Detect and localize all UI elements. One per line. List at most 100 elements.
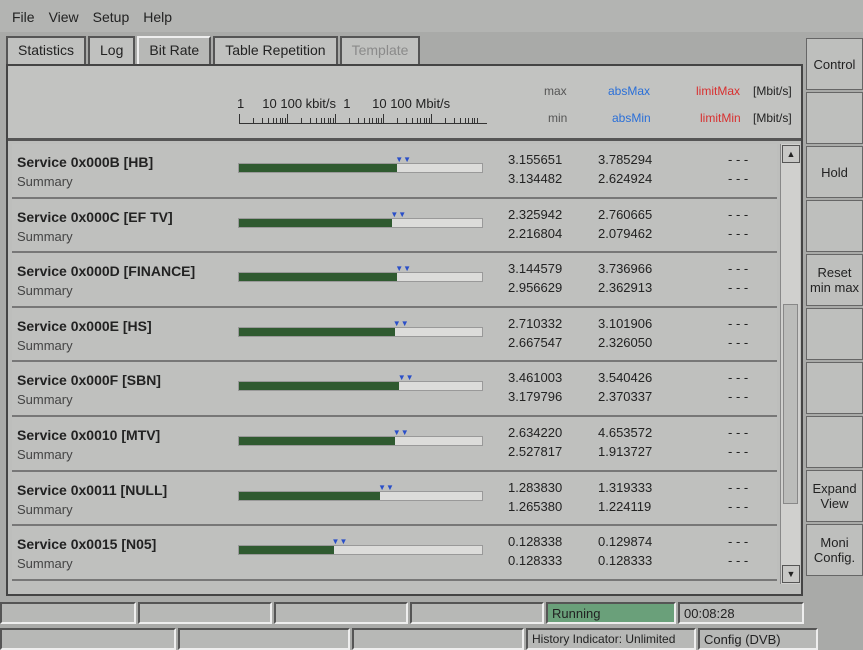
limitmin-value: - - - [728,389,749,405]
ruler-tick [363,118,365,123]
bitrate-bar: ▼▼ [238,319,483,337]
service-row[interactable]: Service 0x0011 [NULL] Summary ▼▼ 1.283830 1.… [12,471,777,527]
ruler-tick [267,118,269,123]
service-name: Service 0x000C [EF TV] [17,208,173,225]
peak-marker-icon: ▼▼ [395,155,412,164]
service-summary: Summary [17,174,73,189]
service-row[interactable]: Service 0x000D [FINANCE] Summary ▼▼ 3.14457… [12,253,777,308]
max-header: max [544,84,567,98]
ruler-tick [426,118,428,123]
bitrate-fill [239,218,393,227]
ruler-tick [397,118,399,123]
ruler-tick [411,118,413,123]
bitrate-fill [239,164,397,172]
service-name: Service 0x000F [SBN] [17,372,161,389]
max-value: 2.634220 [508,424,563,440]
limitmax-value: - - - [728,370,749,386]
min-value: 3.134482 [508,171,563,186]
limitmin-value: - - - [728,280,749,296]
min-value: 3.179796 [508,389,563,405]
ruler-tick [239,114,240,123]
history-indicator: History Indicator: Unlimited [526,628,696,650]
log-scale-ruler [239,114,487,124]
max-value: 0.128338 [508,534,563,550]
ruler-tick [375,118,377,123]
tab-statistics[interactable]: Statistics [6,36,87,64]
tab-log[interactable]: Log [88,36,136,64]
side-button-empty[interactable] [806,362,863,414]
expand-view-button[interactable]: Expand View [806,470,863,522]
elapsed-time: 00:08:28 [678,602,804,624]
ruler-tick [459,118,461,123]
status-cell [410,602,544,624]
peak-marker-icon: ▼▼ [390,209,407,219]
limitmax-header: limitMax [696,84,740,98]
ruler-tick [445,118,447,123]
ruler-tick [372,118,374,123]
side-button-empty[interactable] [806,416,863,468]
absmin-value: 2.326050 [598,334,653,350]
unit-header-min: [Mbit/s] [753,111,792,125]
min-value: 0.128333 [508,553,563,569]
moni-config-button[interactable]: Moni Config. [806,524,863,576]
bitrate-fill [239,436,395,445]
side-button-empty[interactable] [806,308,863,360]
peak-marker-icon: ▼▼ [397,373,414,383]
scroll-thumb[interactable] [783,304,798,504]
ruler-tick [471,118,473,123]
status-cell [0,602,136,624]
peak-marker-icon: ▼▼ [395,264,412,274]
scale-label: 1 10 100 kbit/s 1 10 100 Mbit/s [237,96,451,111]
menu-setup[interactable]: Setup [92,9,130,25]
max-value: 3.155651 [508,152,563,167]
menu-file[interactable]: File [12,9,35,25]
scroll-up-icon[interactable]: ▲ [782,145,800,163]
control-button[interactable]: Control [806,38,863,90]
tab-template[interactable]: Template [339,36,421,64]
service-row[interactable]: Service 0x0015 [N05] Summary ▼▼ 0.128338 0.1… [12,526,777,581]
ruler-tick [284,118,286,123]
ruler-tick [368,118,370,123]
side-button-empty[interactable] [806,200,863,252]
ruler-tick [327,118,329,123]
service-name: Service 0x000E [HS] [17,317,152,334]
ruler-tick [276,118,278,123]
ruler-tick [420,118,422,123]
status-cell [138,602,272,624]
min-value: 2.956629 [508,280,563,296]
service-summary: Summary [17,446,73,462]
side-button-empty[interactable] [806,92,863,144]
limitmax-value: - - - [728,261,749,277]
reset-min-max-button[interactable]: Reset min max [806,254,863,306]
service-summary: Summary [17,283,73,299]
service-row[interactable]: Service 0x000B [HB] Summary ▼▼ 3.155651 3.13… [12,144,777,199]
ruler-tick [380,118,382,123]
bitrate-fill [239,382,400,391]
absmin-value: 2.079462 [598,225,653,241]
vertical-scrollbar[interactable]: ▲ ▼ [780,144,800,584]
scroll-down-icon[interactable]: ▼ [782,565,800,583]
bitrate-bar: ▼▼ [238,428,483,446]
absmin-value: 2.370337 [598,389,653,405]
ruler-tick [287,114,288,123]
bitrate-bar: ▼▼ [238,210,483,228]
absmax-value: 3.540426 [598,370,653,386]
service-summary: Summary [17,337,73,353]
tab-table-repetition[interactable]: Table Repetition [213,36,338,64]
menu-view[interactable]: View [48,9,79,25]
status-cell [352,628,524,650]
service-name: Service 0x000D [FINANCE] [17,263,196,280]
ruler-tick [272,118,274,123]
absmax-value: 3.785294 [598,152,653,167]
min-value: 2.527817 [508,443,563,459]
service-row[interactable]: Service 0x000C [EF TV] Summary ▼▼ 2.325942 2… [12,198,777,254]
hold-button[interactable]: Hold [806,146,863,198]
service-row[interactable]: Service 0x000E [HS] Summary ▼▼ 2.710332 2.66… [12,307,777,363]
limitmin-value: - - - [728,225,749,241]
min-value: 1.265380 [508,498,563,514]
menu-help[interactable]: Help [143,9,173,25]
service-row[interactable]: Service 0x000F [SBN] Summary ▼▼ 3.461003 3.1… [12,362,777,417]
ruler-tick [332,118,334,123]
tab-bit-rate[interactable]: Bit Rate [137,36,212,64]
service-row[interactable]: Service 0x0010 [MTV] Summary ▼▼ 2.634220 2.5… [12,416,777,472]
